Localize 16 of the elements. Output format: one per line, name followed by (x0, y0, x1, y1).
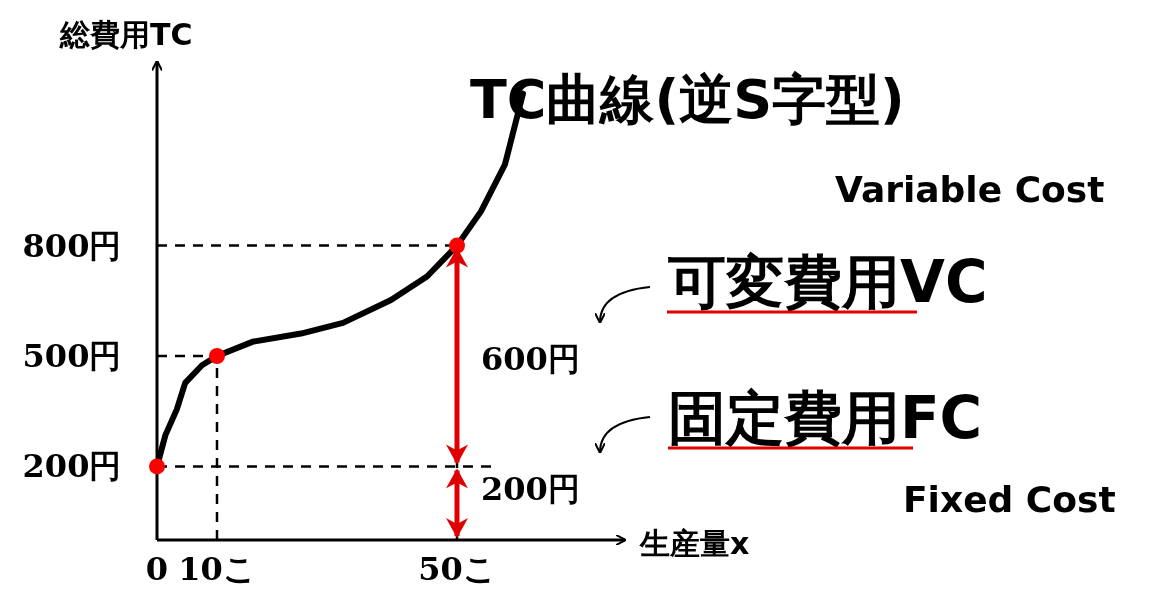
annotation: 200円 (481, 470, 580, 508)
point (209, 348, 225, 364)
text: Fixed Cost (903, 479, 1116, 520)
y-tick-label: 500円 (22, 337, 122, 375)
y-axis-title: 総費用TC (59, 17, 193, 52)
x-axis-title: 生産量x (639, 526, 750, 561)
annotation: 600円 (481, 340, 580, 378)
x-tick-label: 0 (145, 550, 169, 588)
text: 可変費用VC (667, 248, 988, 316)
x-tick-label: 50こ (418, 550, 496, 588)
point (149, 458, 165, 475)
x-tick-label: 10こ (178, 550, 256, 588)
y-tick-label: 800円 (22, 226, 122, 265)
text: Variable Cost (835, 169, 1105, 210)
y-tick-label: 200円 (22, 447, 122, 486)
text: 固定費用FC (668, 384, 983, 452)
